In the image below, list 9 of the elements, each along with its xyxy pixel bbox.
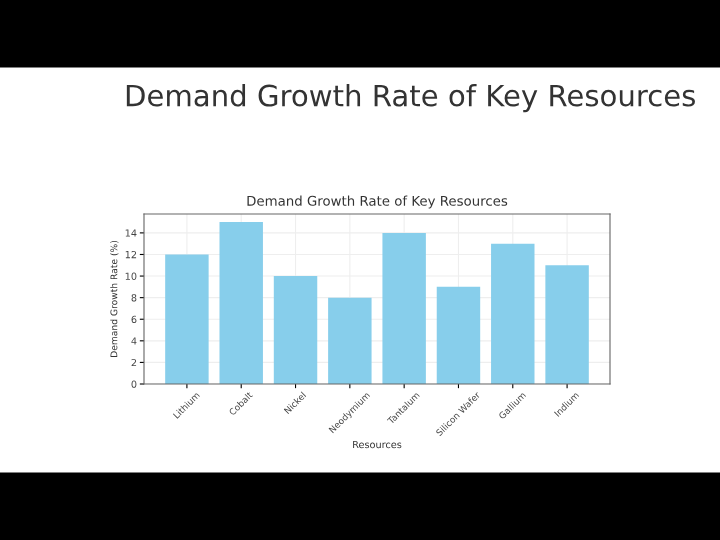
bar — [491, 243, 535, 384]
bar — [382, 232, 426, 384]
bar — [436, 286, 481, 384]
bar — [219, 222, 263, 384]
bar — [545, 265, 589, 384]
bar — [273, 276, 318, 384]
bar — [165, 254, 209, 384]
bar — [328, 297, 372, 384]
chart-title: Demand Growth Rate of Key Resources — [126, 84, 695, 113]
